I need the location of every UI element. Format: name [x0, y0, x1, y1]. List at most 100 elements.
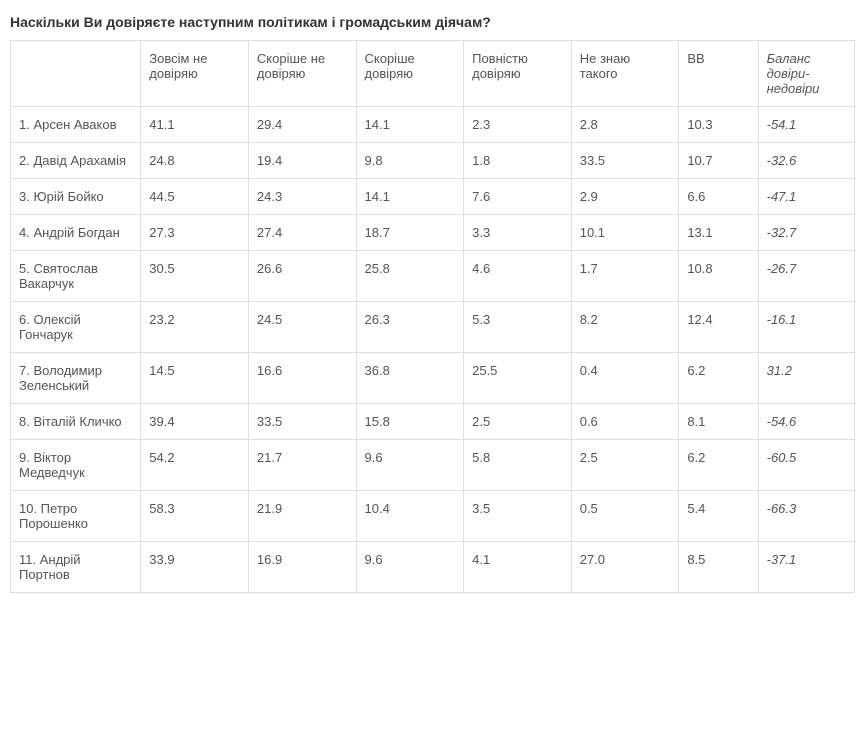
cell-value: 4.6	[464, 251, 572, 302]
cell-value: 6.2	[679, 440, 758, 491]
table-row: 9. Віктор Медведчук54.221.79.65.82.56.2-…	[11, 440, 855, 491]
cell-balance: -66.3	[758, 491, 854, 542]
table-header-row: Зовсім не довіряю Скоріше не довіряю Ско…	[11, 41, 855, 107]
cell-value: 6.2	[679, 353, 758, 404]
cell-value: 26.6	[248, 251, 356, 302]
cell-value: 3.5	[464, 491, 572, 542]
row-name: 4. Андрій Богдан	[11, 215, 141, 251]
cell-value: 13.1	[679, 215, 758, 251]
cell-value: 29.4	[248, 107, 356, 143]
cell-value: 10.7	[679, 143, 758, 179]
col-header-balance: Баланс довіри-недовіри	[758, 41, 854, 107]
cell-value: 8.2	[571, 302, 679, 353]
cell-value: 0.6	[571, 404, 679, 440]
cell-value: 54.2	[141, 440, 249, 491]
page-title: Наскільки Ви довіряєте наступним політик…	[10, 14, 855, 30]
cell-value: 24.5	[248, 302, 356, 353]
cell-value: 5.3	[464, 302, 572, 353]
col-header-1: Зовсім не довіряю	[141, 41, 249, 107]
col-header-3: Скоріше довіряю	[356, 41, 464, 107]
cell-value: 18.7	[356, 215, 464, 251]
cell-value: 7.6	[464, 179, 572, 215]
cell-value: 5.4	[679, 491, 758, 542]
cell-balance: -47.1	[758, 179, 854, 215]
cell-value: 9.6	[356, 440, 464, 491]
row-name: 3. Юрій Бойко	[11, 179, 141, 215]
cell-value: 9.6	[356, 542, 464, 593]
cell-value: 26.3	[356, 302, 464, 353]
cell-value: 5.8	[464, 440, 572, 491]
cell-value: 16.6	[248, 353, 356, 404]
cell-value: 15.8	[356, 404, 464, 440]
cell-value: 14.5	[141, 353, 249, 404]
cell-value: 0.5	[571, 491, 679, 542]
table-row: 11. Андрій Портнов33.916.99.64.127.08.5-…	[11, 542, 855, 593]
cell-value: 12.4	[679, 302, 758, 353]
cell-balance: 31.2	[758, 353, 854, 404]
cell-value: 33.5	[571, 143, 679, 179]
cell-value: 25.5	[464, 353, 572, 404]
cell-value: 2.5	[571, 440, 679, 491]
row-name: 6. Олексій Гончарук	[11, 302, 141, 353]
table-row: 8. Віталій Кличко39.433.515.82.50.68.1-5…	[11, 404, 855, 440]
row-name: 2. Давід Арахамія	[11, 143, 141, 179]
row-name: 11. Андрій Портнов	[11, 542, 141, 593]
row-name: 8. Віталій Кличко	[11, 404, 141, 440]
cell-balance: -26.7	[758, 251, 854, 302]
cell-value: 25.8	[356, 251, 464, 302]
cell-value: 30.5	[141, 251, 249, 302]
cell-value: 36.8	[356, 353, 464, 404]
cell-balance: -60.5	[758, 440, 854, 491]
col-header-4: Повністю довіряю	[464, 41, 572, 107]
cell-value: 1.8	[464, 143, 572, 179]
cell-balance: -37.1	[758, 542, 854, 593]
row-name: 9. Віктор Медведчук	[11, 440, 141, 491]
cell-value: 41.1	[141, 107, 249, 143]
cell-value: 21.7	[248, 440, 356, 491]
cell-value: 8.5	[679, 542, 758, 593]
cell-value: 21.9	[248, 491, 356, 542]
cell-balance: -54.1	[758, 107, 854, 143]
cell-balance: -32.7	[758, 215, 854, 251]
cell-value: 39.4	[141, 404, 249, 440]
cell-value: 2.9	[571, 179, 679, 215]
table-row: 7. Володимир Зеленський14.516.636.825.50…	[11, 353, 855, 404]
table-row: 3. Юрій Бойко44.524.314.17.62.96.6-47.1	[11, 179, 855, 215]
cell-value: 8.1	[679, 404, 758, 440]
cell-value: 27.0	[571, 542, 679, 593]
table-row: 10. Петро Порошенко58.321.910.43.50.55.4…	[11, 491, 855, 542]
cell-value: 1.7	[571, 251, 679, 302]
col-header-5: Не знаю такого	[571, 41, 679, 107]
table-row: 2. Давід Арахамія24.819.49.81.833.510.7-…	[11, 143, 855, 179]
cell-value: 6.6	[679, 179, 758, 215]
cell-value: 19.4	[248, 143, 356, 179]
cell-value: 33.5	[248, 404, 356, 440]
cell-value: 3.3	[464, 215, 572, 251]
cell-value: 27.3	[141, 215, 249, 251]
cell-value: 10.1	[571, 215, 679, 251]
cell-value: 2.3	[464, 107, 572, 143]
cell-balance: -32.6	[758, 143, 854, 179]
cell-value: 33.9	[141, 542, 249, 593]
cell-value: 58.3	[141, 491, 249, 542]
cell-value: 44.5	[141, 179, 249, 215]
cell-value: 10.3	[679, 107, 758, 143]
cell-value: 24.8	[141, 143, 249, 179]
table-row: 1. Арсен Аваков41.129.414.12.32.810.3-54…	[11, 107, 855, 143]
cell-value: 2.5	[464, 404, 572, 440]
cell-balance: -54.6	[758, 404, 854, 440]
table-row: 4. Андрій Богдан27.327.418.73.310.113.1-…	[11, 215, 855, 251]
table-row: 5. Святослав Вакарчук30.526.625.84.61.71…	[11, 251, 855, 302]
cell-value: 14.1	[356, 107, 464, 143]
row-name: 5. Святослав Вакарчук	[11, 251, 141, 302]
col-header-name	[11, 41, 141, 107]
cell-value: 0.4	[571, 353, 679, 404]
cell-value: 24.3	[248, 179, 356, 215]
cell-value: 27.4	[248, 215, 356, 251]
row-name: 7. Володимир Зеленський	[11, 353, 141, 404]
cell-value: 14.1	[356, 179, 464, 215]
cell-value: 9.8	[356, 143, 464, 179]
cell-value: 2.8	[571, 107, 679, 143]
table-row: 6. Олексій Гончарук23.224.526.35.38.212.…	[11, 302, 855, 353]
cell-value: 10.4	[356, 491, 464, 542]
